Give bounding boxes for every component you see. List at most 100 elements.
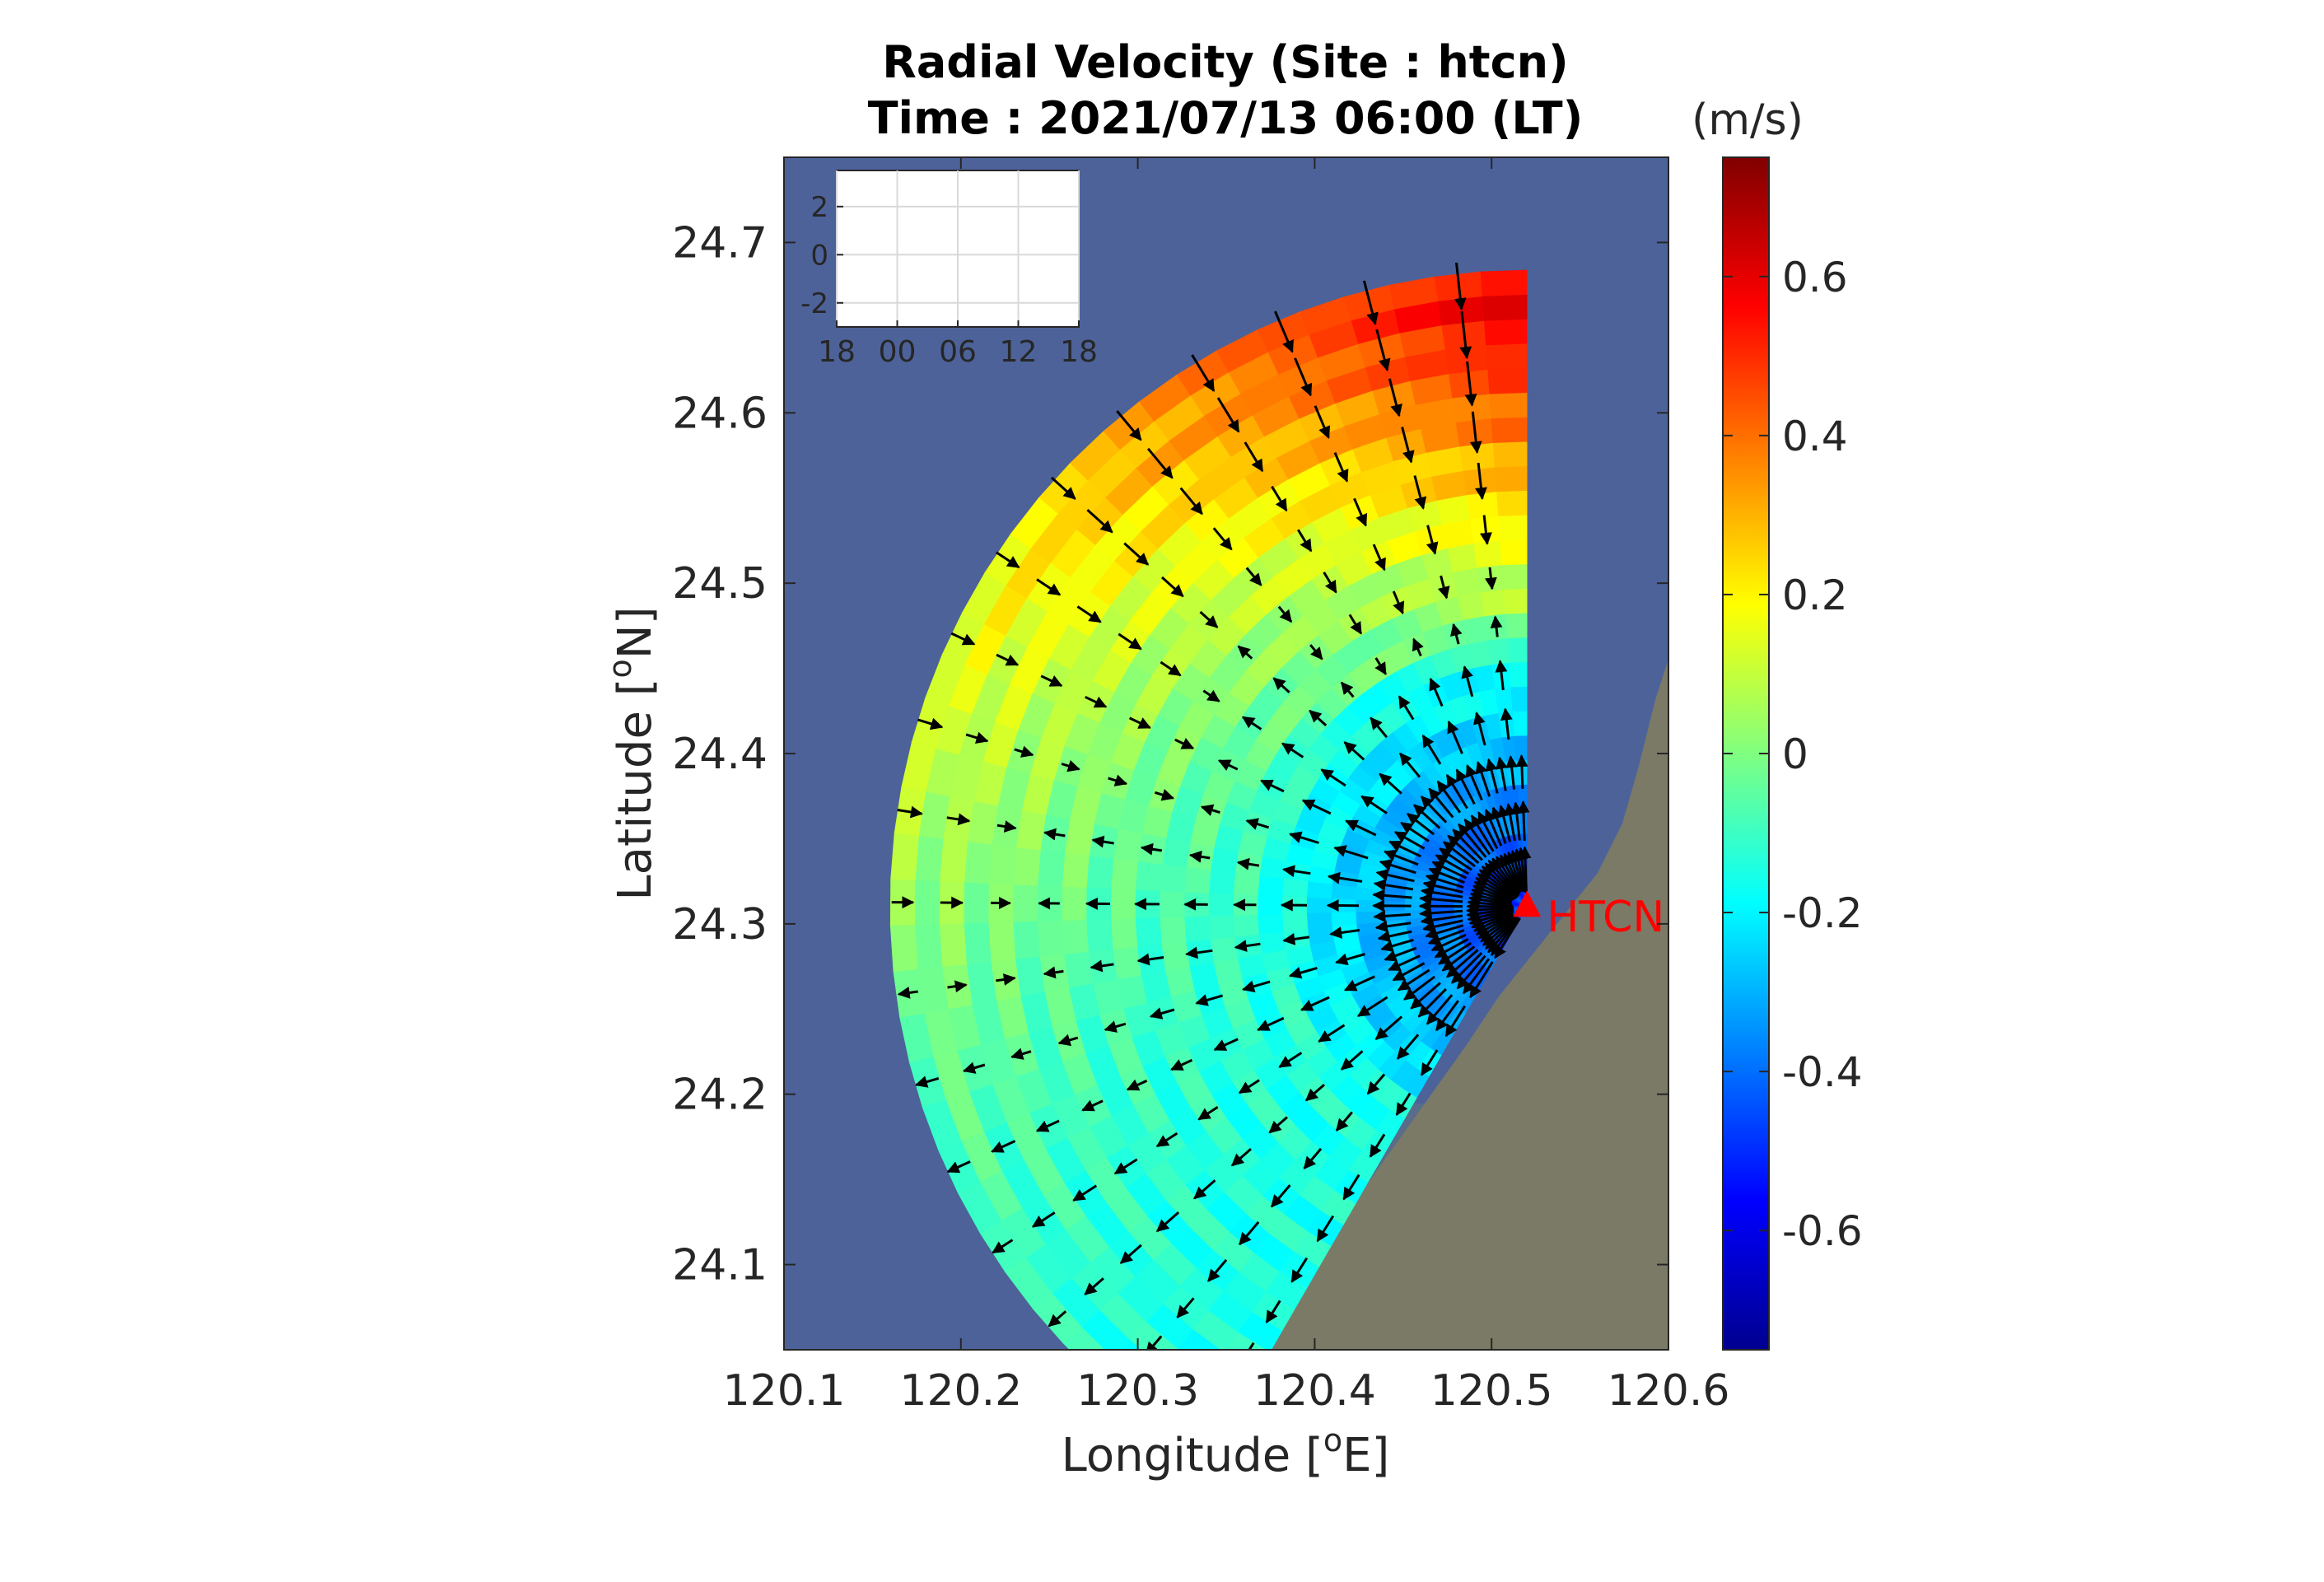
- site-label: HTCN: [1547, 893, 1664, 942]
- y-tick-label: 24.4: [672, 730, 768, 779]
- velocity-cell: [1013, 922, 1040, 959]
- velocity-cell: [1062, 887, 1086, 921]
- y-tick-label: 24.1: [672, 1241, 768, 1290]
- chart-title-line1: Radial Velocity (Site : htcn): [882, 36, 1568, 88]
- velocity-cell: [890, 925, 917, 972]
- colorbar-tick-label: 0.6: [1782, 254, 1848, 301]
- inset-x-tick-label: 12: [1000, 335, 1038, 369]
- velocity-cell: [1493, 441, 1527, 467]
- colorbar-tick-label: 0.4: [1782, 413, 1848, 460]
- y-tick-label: 24.7: [672, 218, 768, 268]
- chart-title-line2: Time : 2021/07/13 06:00 (LT): [868, 92, 1584, 144]
- current-arrow: [1522, 756, 1523, 789]
- velocity-cell: [1233, 915, 1258, 937]
- current-arrow: [1524, 801, 1525, 841]
- inset-x-tick-label: 06: [939, 335, 977, 369]
- velocity-cell: [1113, 947, 1141, 980]
- velocity-cell: [1282, 879, 1308, 898]
- velocity-cell: [1282, 913, 1308, 931]
- colorbar-tick-label: 0.2: [1782, 572, 1848, 619]
- velocity-cell: [1086, 919, 1113, 952]
- velocity-cell: [1258, 895, 1282, 915]
- velocity-cell: [1136, 917, 1162, 946]
- velocity-cell: [1184, 916, 1211, 941]
- velocity-cell: [1510, 662, 1528, 687]
- velocity-cell: [1484, 319, 1527, 345]
- velocity-cell: [1258, 914, 1283, 935]
- velocity-cell: [940, 838, 968, 882]
- y-tick-label: 24.5: [672, 559, 768, 609]
- velocity-cell: [1209, 916, 1234, 940]
- current-arrow: [1525, 847, 1527, 893]
- velocity-cell: [1481, 270, 1527, 296]
- x-axis-label-tail: E]: [1342, 1429, 1389, 1482]
- velocity-cell: [1211, 936, 1238, 962]
- velocity-cell: [1495, 466, 1527, 492]
- current-arrow: [1215, 1384, 1228, 1405]
- colorbar-unit: (m/s): [1692, 96, 1804, 145]
- velocity-cell: [1502, 564, 1527, 590]
- velocity-cell: [1234, 873, 1260, 895]
- velocity-cell: [1136, 861, 1162, 891]
- velocity-cell: [1448, 544, 1477, 572]
- y-tick-label: 24.2: [672, 1071, 768, 1120]
- velocity-cell: [1111, 859, 1138, 890]
- y-axis-label-tail: N]: [609, 606, 662, 659]
- x-tick-label: 120.4: [1253, 1366, 1376, 1416]
- velocity-cell: [1184, 867, 1211, 894]
- velocity-cell: [1505, 613, 1527, 638]
- colorbar-tick-label: -0.4: [1782, 1048, 1863, 1096]
- velocity-cell: [1500, 539, 1528, 565]
- velocity-cell: [915, 836, 943, 881]
- velocity-cell: [1160, 891, 1184, 917]
- x-axis-label-sup: o: [1323, 1422, 1342, 1458]
- inset-y-tick-label: 0: [810, 239, 828, 272]
- velocity-cell: [1488, 638, 1510, 665]
- velocity-cell: [1481, 590, 1505, 616]
- y-tick-label: 24.3: [672, 900, 768, 950]
- velocity-cell: [915, 880, 940, 925]
- velocity-cell: [1507, 637, 1527, 663]
- velocity-cell: [1474, 540, 1502, 567]
- velocity-cell: [1307, 898, 1332, 914]
- velocity-cell: [1211, 1353, 1258, 1395]
- velocity-cell: [1113, 828, 1142, 861]
- velocity-cell: [1038, 921, 1064, 957]
- velocity-cell: [1197, 1373, 1245, 1416]
- velocity-cell: [1160, 917, 1186, 944]
- velocity-cell: [891, 833, 919, 880]
- colorbar-tick-label: -0.6: [1782, 1207, 1863, 1255]
- velocity-cell: [1111, 918, 1137, 950]
- velocity-cell: [989, 844, 1016, 884]
- velocity-cell: [1161, 942, 1189, 971]
- velocity-cell: [1160, 864, 1187, 892]
- velocity-cell: [1486, 343, 1528, 370]
- velocity-cell: [1209, 870, 1235, 894]
- y-axis-label-main: Latitude [: [609, 678, 662, 900]
- x-axis-label-main: Longitude [: [1062, 1429, 1323, 1482]
- velocity-cell: [1013, 847, 1040, 886]
- velocity-cell: [1496, 491, 1527, 516]
- velocity-cell: [1013, 884, 1038, 922]
- velocity-cell: [964, 882, 988, 923]
- inset-y-tick-label: 2: [810, 191, 828, 224]
- velocity-cell: [940, 923, 967, 967]
- x-tick-label: 120.3: [1076, 1366, 1199, 1416]
- y-axis-label-sup: o: [602, 659, 638, 678]
- velocity-cell: [1511, 687, 1528, 712]
- velocity-cell: [1307, 912, 1332, 929]
- map-axes: [784, 157, 1668, 1458]
- x-tick-label: 120.2: [899, 1366, 1022, 1416]
- velocity-cell: [1499, 515, 1528, 540]
- velocity-cell: [1491, 417, 1527, 442]
- x-tick-label: 120.5: [1430, 1366, 1553, 1416]
- velocity-cell: [1258, 875, 1284, 896]
- inset-y-tick-label: -2: [800, 287, 828, 320]
- x-tick-label: 120.1: [723, 1366, 846, 1416]
- velocity-cell: [915, 924, 942, 969]
- velocity-cell: [1062, 920, 1088, 954]
- inset-x-tick-label: 18: [818, 335, 856, 369]
- velocity-cell: [988, 922, 1015, 961]
